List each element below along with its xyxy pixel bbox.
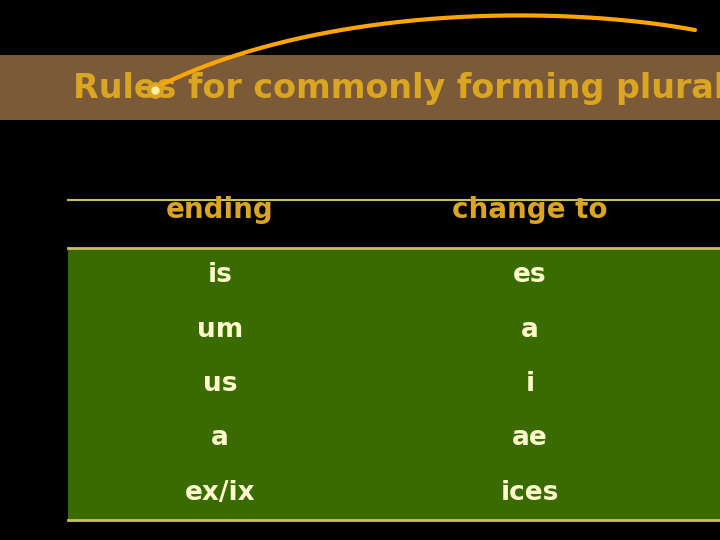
Text: ae: ae bbox=[512, 426, 548, 451]
Text: i: i bbox=[526, 371, 534, 397]
Text: Rules for commonly forming plurals: Rules for commonly forming plurals bbox=[73, 72, 720, 105]
Text: a: a bbox=[521, 316, 539, 342]
Text: es: es bbox=[513, 262, 546, 288]
Text: a: a bbox=[211, 426, 229, 451]
Text: um: um bbox=[197, 316, 243, 342]
Text: us: us bbox=[203, 371, 238, 397]
Bar bbox=[0, 55, 720, 120]
Text: ending: ending bbox=[166, 196, 274, 224]
Text: ices: ices bbox=[501, 480, 559, 506]
Bar bbox=[68, 248, 720, 520]
Text: change to: change to bbox=[452, 196, 608, 224]
Text: ex/ix: ex/ix bbox=[185, 480, 256, 506]
Text: is: is bbox=[207, 262, 233, 288]
